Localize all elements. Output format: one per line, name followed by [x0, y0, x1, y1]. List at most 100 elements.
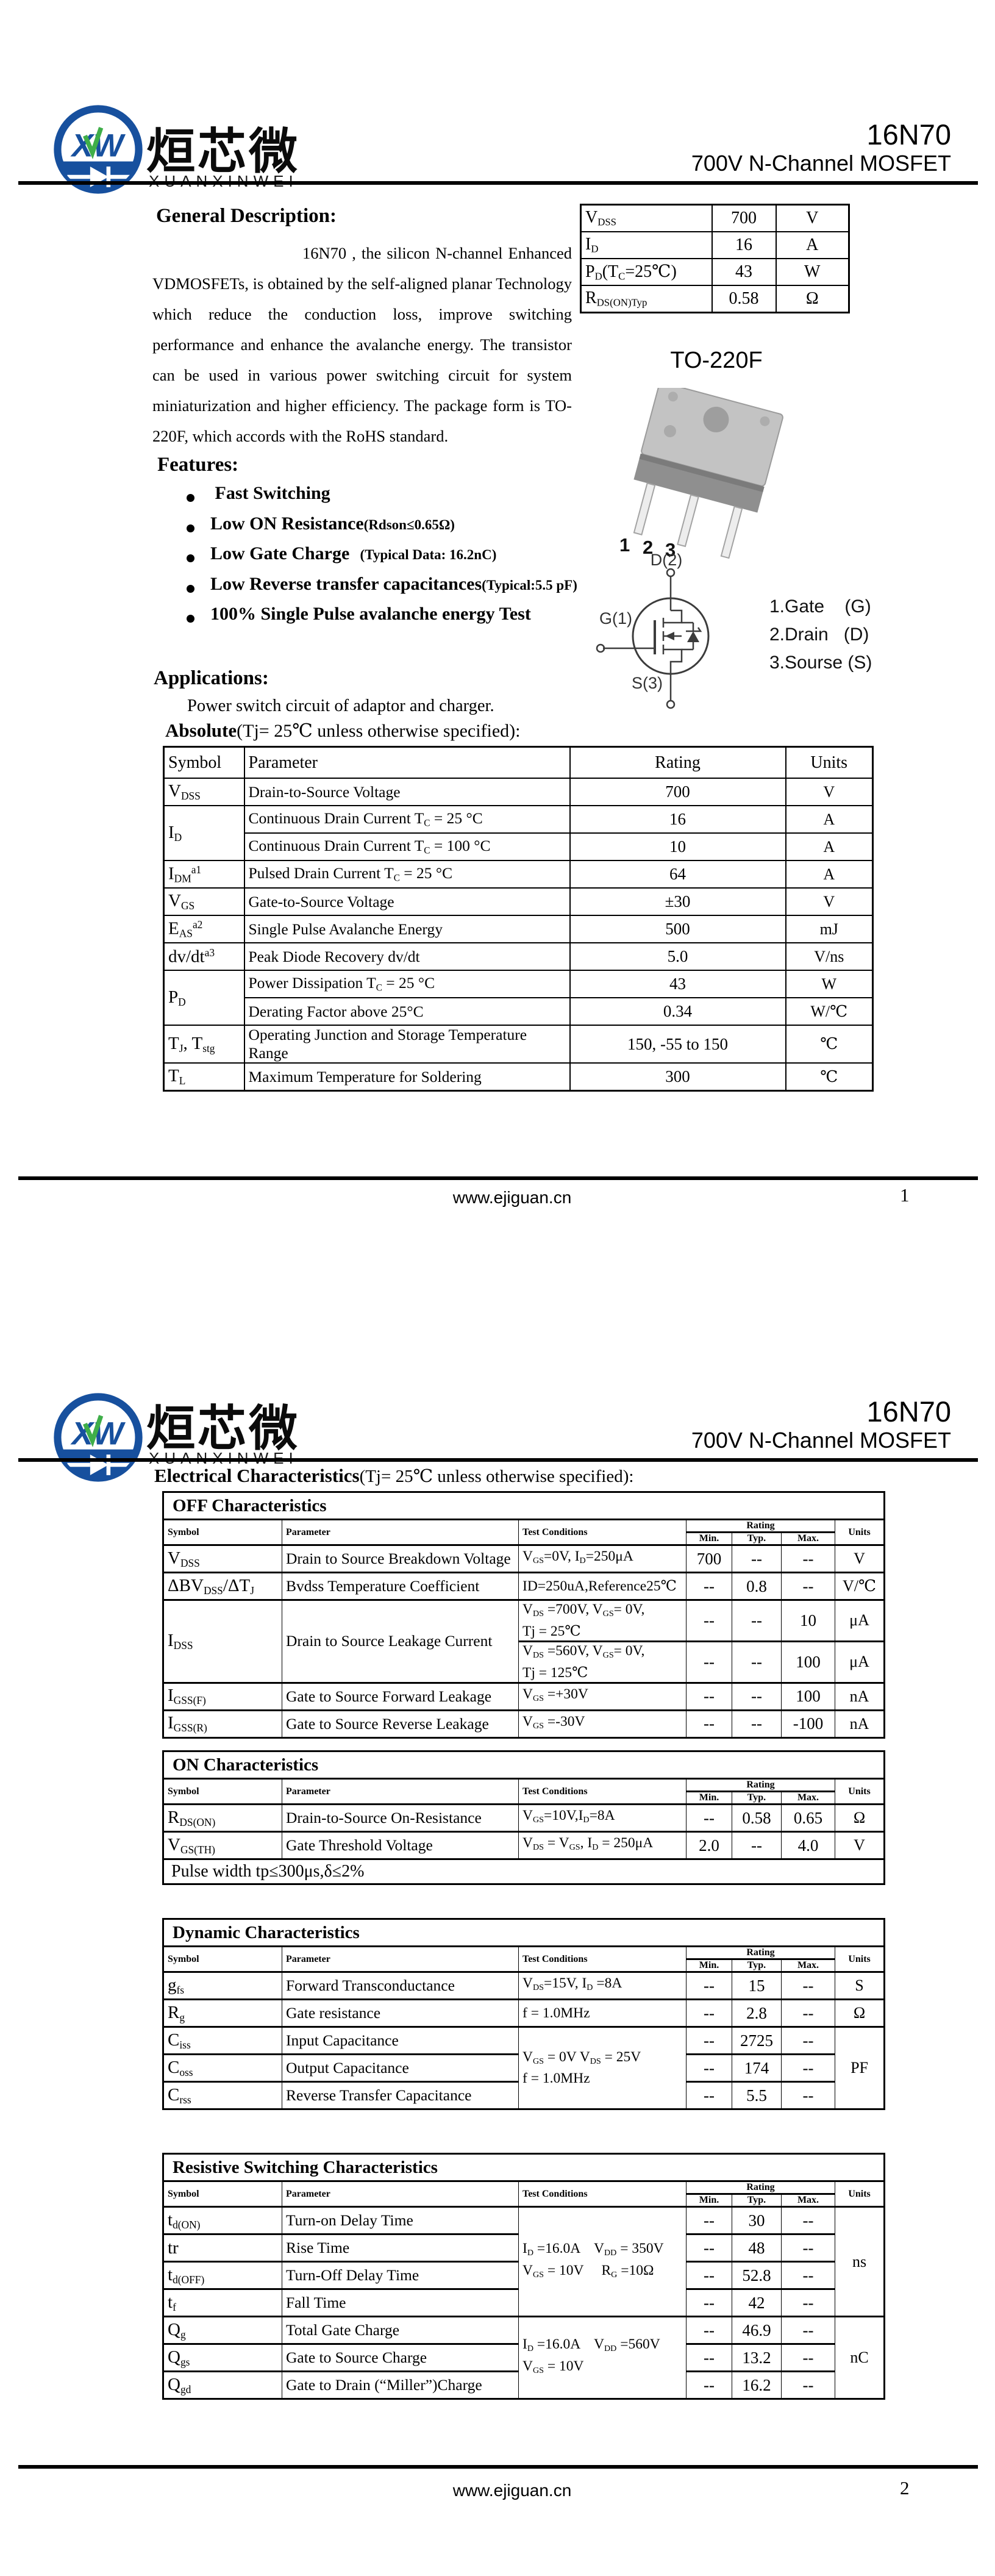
absolute-title-note: (Tj= 25℃ unless otherwise specified): [237, 721, 521, 741]
table-row: tf Fall Time -- 42 -- [163, 2288, 885, 2317]
part-subtitle: 700V N-Channel MOSFET [691, 1428, 951, 1453]
table-cell: Ω [775, 285, 850, 313]
off-characteristics-table: OFF Characteristics Symbol Parameter Test C… [162, 1491, 886, 1739]
quick-spec-row: PD(TC=25℃) 43 W [580, 258, 850, 286]
table-cell: Forward Transconductance [282, 1971, 519, 2000]
table-cell: -- [781, 2206, 835, 2235]
table-cell: Ω [834, 1803, 885, 1833]
table-cell: nA [834, 1709, 885, 1739]
table-cell: 5.5 [732, 2081, 782, 2110]
table-row: Qgd Gate to Drain (“Miller”)Charge -- 16.2-… [163, 2370, 885, 2400]
column-header: Symbol [163, 2180, 282, 2208]
table-cell: -- [686, 1572, 732, 1601]
table-cell: μA [834, 1599, 885, 1642]
table-cell: VDS =700V, VGS= 0V, Tj = 25℃ [518, 1599, 687, 1642]
table-cell: 42 [732, 2288, 782, 2317]
table-cell: Coss [163, 2053, 282, 2083]
table-row: ID Continuous Drain Current TC = 25 °C 16 A [163, 805, 874, 861]
table-cell: 150, -55 to 150 [569, 1025, 786, 1064]
table-cell: W [785, 970, 874, 998]
table-cell: Single Pulse Avalanche Energy [243, 915, 571, 943]
table-cell: VDS =560V, VGS= 0V, Tj = 125℃ [518, 1640, 687, 1684]
table-cell: V/℃ [834, 1572, 885, 1601]
ec-title-note: (Tj= 25℃ unless otherwise specified): [359, 1467, 634, 1486]
column-header: Typ. [732, 1791, 782, 1805]
table-cell: -- [781, 1572, 835, 1601]
column-header: Test Conditions [518, 2180, 687, 2208]
table-cell: IDMa1 [163, 860, 245, 889]
table-cell: V [785, 778, 874, 806]
table-row: td(ON) Turn-on Delay Time ID =16.0A VDD = … [163, 2206, 885, 2317]
column-header: Symbol [163, 1519, 282, 1546]
table-row: Qgs Gate to Source Charge -- 13.2 -- [163, 2343, 885, 2372]
table-row: Continuous Drain Current TC = 100 °C 10 A [164, 832, 874, 861]
page-number: 1 [900, 1184, 910, 1206]
table-cell: Rg [163, 1998, 282, 2028]
column-header: Typ. [732, 1958, 782, 1973]
quick-spec-row: ID 16 A [580, 231, 850, 259]
table-cell: 0.58 [732, 1803, 782, 1833]
table-cell: -- [732, 1599, 782, 1642]
table-cell: VGS =-30V [518, 1709, 687, 1739]
column-header: Rating [569, 746, 786, 779]
table-cell: V [834, 1544, 885, 1573]
feature-item: 100% Single Pulse avalanche energy Test [187, 604, 577, 634]
table-header-row: Symbol Parameter Test Conditions Rating Unit… [163, 2180, 885, 2208]
table-cell: Crss [163, 2081, 282, 2110]
quick-spec-table: VDSS 700 V ID 16 A PD(TC=25℃) 43 W RDS(ON)Typ 0.58… [580, 204, 850, 313]
column-header: Min. [686, 1958, 732, 1973]
section-title: ON Characteristics [162, 1750, 885, 1780]
table-cell: -- [781, 2233, 835, 2263]
table-cell: Gate to Source Forward Leakage [282, 1681, 519, 1711]
on-characteristics-table: ON Characteristics Symbol Parameter Test Co… [162, 1750, 886, 1885]
table-cell: 15 [732, 1971, 782, 2000]
table-cell: V/ns [785, 942, 874, 971]
part-number: 16N70 [866, 1395, 952, 1428]
table-cell: ΔBVDSS/ΔTJ [163, 1572, 282, 1601]
dynamic-characteristics-table: Dynamic Characteristics Symbol Parameter Te… [162, 1918, 886, 2110]
table-cell: ID [580, 231, 713, 259]
table-cell: Rise Time [282, 2233, 519, 2263]
table-cell: ID =16.0A VDD = 350V VGS = 10V RG =10Ω [518, 2206, 687, 2317]
table-cell: 43 [569, 970, 786, 998]
table-cell: Bvdss Temperature Coefficient [282, 1572, 519, 1601]
table-cell: VGS(TH) [163, 1831, 282, 1860]
table-cell: ±30 [569, 887, 786, 916]
footer-rule [18, 1176, 978, 1180]
table-cell: A [785, 805, 874, 834]
table-cell: td(ON) [163, 2206, 282, 2235]
pin-legend-item: 3.Sourse (S) [769, 653, 872, 673]
table-cell: -- [686, 2233, 732, 2263]
table-cell: -- [686, 1709, 732, 1739]
table-cell: -- [781, 2288, 835, 2317]
table-cell: VDS=15V, ID =8A [518, 1971, 687, 2000]
table-header-row: Symbol Parameter Rating Units [163, 746, 874, 779]
table-cell: ns [834, 2206, 885, 2317]
feature-text: (Typical:5.5 pF) [482, 577, 577, 593]
pin-legend: 1.Gate (G) 2.Drain (D) 3.Sourse (S) [769, 593, 872, 677]
table-row: IDSS Drain to Source Leakage Current VDS =… [163, 1599, 885, 1684]
column-header: Symbol [163, 1945, 282, 1973]
table-header-row: Min. Typ. Max. [163, 1958, 885, 1973]
part-subtitle: 700V N-Channel MOSFET [691, 151, 951, 176]
electrical-characteristics-title: Electrical Characteristics(Tj= 25℃ unles… [154, 1465, 633, 1487]
column-header: Rating [686, 1945, 835, 1960]
table-cell: W/℃ [785, 997, 874, 1026]
table-cell: V [775, 204, 850, 232]
table-cell: 2.0 [686, 1831, 732, 1860]
table-cell: 16.2 [732, 2370, 782, 2400]
table-cell: 100 [781, 1640, 835, 1684]
column-header: Units [834, 1945, 885, 1973]
bullet-icon [187, 584, 194, 593]
table-cell: A [785, 832, 874, 861]
feature-item: Low Reverse transfer capacitances (Typica… [187, 574, 577, 604]
table-cell: ℃ [785, 1025, 874, 1064]
doc-title-block: 16N70 700V N-Channel MOSFET [691, 1397, 951, 1454]
feature-text: (Rdson≤0.65Ω) [363, 517, 455, 532]
section-title-row: Dynamic Characteristics [162, 1918, 885, 1947]
feature-text: 100% Single Pulse avalanche energy Test [210, 604, 531, 624]
footer-rule [18, 2465, 978, 2469]
table-cell: Turn-Off Delay Time [282, 2261, 519, 2290]
table-cell: 43 [711, 258, 777, 286]
